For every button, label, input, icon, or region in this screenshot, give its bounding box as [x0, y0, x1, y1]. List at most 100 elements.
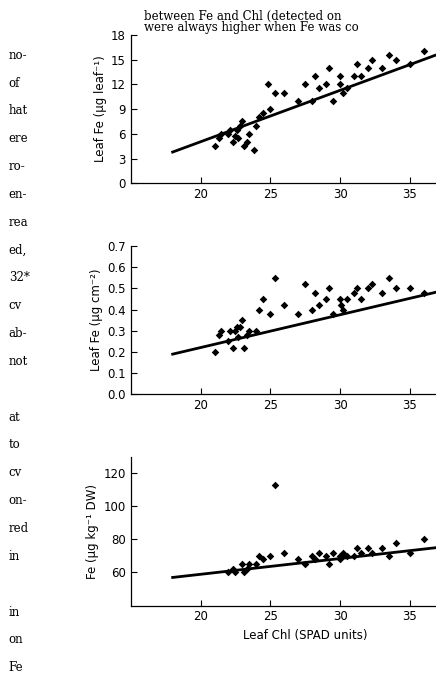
Point: [215, 329, 222, 340]
Point: [226, 325, 233, 336]
Point: [235, 132, 242, 143]
Point: [323, 79, 330, 90]
Text: in: in: [9, 550, 20, 563]
Point: [337, 293, 344, 304]
Point: [378, 62, 385, 73]
Point: [267, 551, 274, 562]
Point: [337, 551, 344, 562]
Point: [271, 272, 278, 283]
Text: ab-: ab-: [9, 327, 27, 340]
Point: [420, 46, 427, 57]
Text: cv: cv: [9, 299, 22, 313]
Point: [243, 564, 250, 575]
Point: [325, 62, 332, 73]
Point: [337, 79, 344, 90]
Point: [255, 551, 262, 562]
Point: [211, 141, 218, 152]
Text: rea: rea: [9, 216, 28, 229]
Point: [243, 329, 250, 340]
Point: [215, 132, 222, 143]
Text: in: in: [9, 606, 20, 619]
Point: [281, 300, 288, 311]
Point: [260, 554, 267, 565]
Point: [271, 480, 278, 491]
Point: [344, 83, 351, 94]
Point: [225, 336, 232, 347]
X-axis label: Leaf Chl (SPAD units): Leaf Chl (SPAD units): [243, 629, 368, 642]
Point: [406, 58, 413, 70]
Point: [236, 321, 243, 332]
Point: [309, 551, 316, 562]
Point: [369, 547, 376, 558]
Point: [255, 112, 262, 123]
Point: [351, 70, 358, 81]
Y-axis label: Leaf Fe (μg leaf⁻¹): Leaf Fe (μg leaf⁻¹): [94, 56, 107, 162]
Point: [406, 547, 413, 558]
Point: [211, 347, 218, 358]
Point: [253, 325, 260, 336]
Point: [232, 130, 239, 141]
Point: [339, 87, 346, 98]
Point: [239, 315, 246, 326]
Point: [295, 554, 302, 565]
Text: ro-: ro-: [9, 160, 25, 173]
Point: [337, 70, 344, 81]
Point: [351, 551, 358, 562]
Point: [235, 331, 242, 342]
Point: [225, 567, 232, 578]
Point: [229, 136, 236, 148]
Text: red: red: [9, 522, 29, 535]
Text: no-: no-: [9, 49, 27, 62]
Point: [364, 62, 371, 73]
Point: [246, 325, 253, 336]
Text: between Fe and Chl (detected on: between Fe and Chl (detected on: [144, 10, 341, 24]
Point: [226, 124, 233, 135]
Text: ed,: ed,: [9, 244, 27, 257]
Point: [255, 304, 262, 315]
Point: [302, 559, 309, 570]
Text: cv: cv: [9, 466, 22, 480]
Point: [232, 325, 239, 336]
Point: [246, 559, 253, 570]
Point: [236, 120, 243, 131]
Point: [302, 79, 309, 90]
Point: [240, 567, 247, 578]
Point: [267, 308, 274, 319]
Point: [369, 278, 376, 290]
Point: [385, 50, 392, 61]
Text: not: not: [9, 355, 28, 368]
Point: [420, 534, 427, 545]
Text: 32*: 32*: [9, 271, 30, 285]
Point: [330, 308, 337, 319]
Point: [344, 293, 351, 304]
Point: [392, 54, 399, 65]
Point: [309, 95, 316, 106]
Point: [240, 342, 247, 354]
Point: [239, 559, 246, 570]
Point: [337, 554, 344, 565]
Point: [353, 542, 360, 553]
Point: [353, 283, 360, 294]
Point: [253, 120, 260, 131]
Point: [267, 104, 274, 115]
Point: [253, 559, 260, 570]
Point: [364, 283, 371, 294]
Point: [302, 278, 309, 290]
Text: en-: en-: [9, 188, 27, 201]
Point: [229, 564, 236, 575]
Point: [243, 136, 250, 148]
Point: [225, 128, 232, 139]
Point: [392, 537, 399, 548]
Point: [218, 325, 225, 336]
Text: at: at: [9, 411, 20, 424]
Point: [385, 272, 392, 283]
Point: [339, 304, 346, 315]
Point: [281, 87, 288, 98]
Point: [369, 54, 376, 65]
Point: [353, 58, 360, 70]
Point: [325, 283, 332, 294]
Point: [316, 300, 323, 311]
Point: [309, 304, 316, 315]
Text: on: on: [9, 633, 24, 647]
Point: [358, 547, 364, 558]
